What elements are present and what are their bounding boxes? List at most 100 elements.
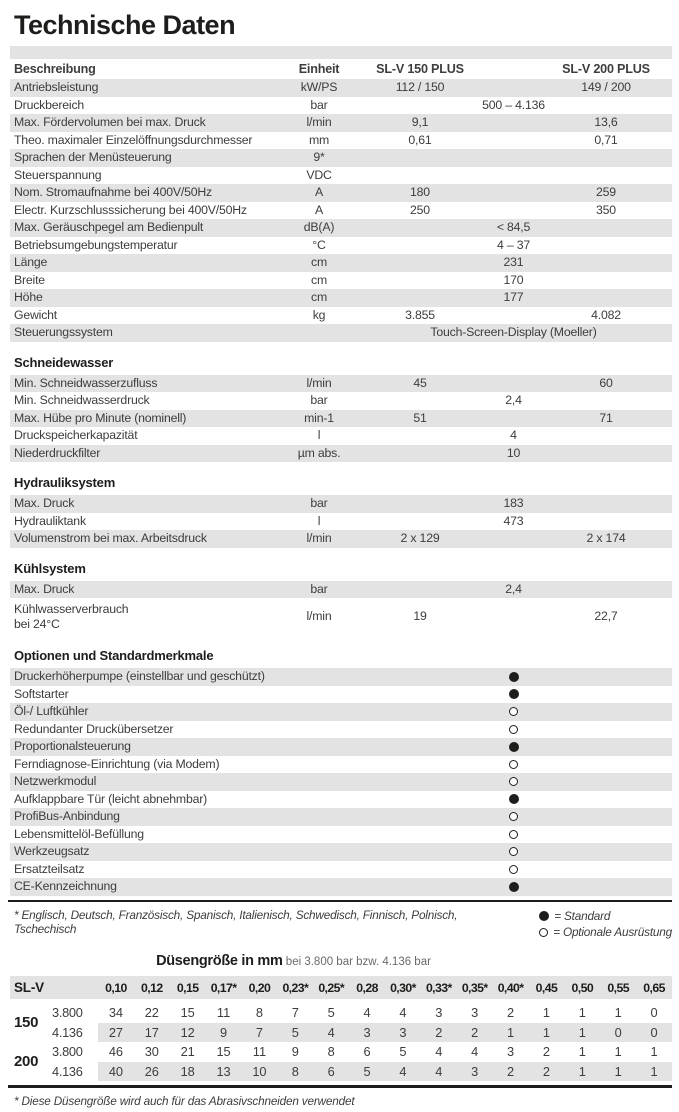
nozzle-value-cell: 3 [471, 1063, 479, 1079]
option-row: Öl-/ Luftkühler [10, 703, 672, 721]
unit-cell: bar [310, 496, 328, 511]
nozzle-value-cell: 4 [435, 1044, 443, 1060]
option-label: Redundanter Druckübersetzer [14, 721, 174, 736]
nozzle-value-cell: 15 [180, 1005, 195, 1021]
nozzle-row: 4.136 27 17 12 9 7 5 4 3 3 2 2 1 1 1 0 0 [52, 1022, 672, 1042]
value-150-cell: 45 [413, 375, 427, 390]
table-top-band [10, 46, 672, 59]
row-label: Höhe [14, 290, 43, 305]
nozzle-value-cell: 15 [216, 1044, 231, 1060]
technical-table: Beschreibung Einheit SL-V 150 PLUS SL-V … [10, 46, 672, 896]
dot-glyph [509, 864, 518, 874]
table-body: Antriebsleistung kW/PS 112 / 150 149 / 200 D… [10, 79, 672, 896]
nozzle-value-cell: 4 [363, 1005, 371, 1021]
nozzle-title-subtitle: bei 3.800 bar bzw. 4.136 bar [285, 956, 431, 968]
nozzle-size-header: 0,55 [607, 980, 629, 995]
value-150-cell: 180 [410, 185, 430, 200]
nozzle-value-cell: 2 [542, 1044, 550, 1060]
section-title: Kühlsystem [14, 560, 86, 576]
nozzle-value-cell: 9 [220, 1024, 228, 1040]
table-row: Electr. Kurzschlusssicherung bei 400V/50… [10, 202, 672, 220]
nozzle-size-header: 0,65 [643, 980, 665, 995]
nozzle-value-cell: 46 [108, 1044, 124, 1060]
row-label: Druckspeicherkapazität [14, 428, 138, 443]
dot-glyph [508, 741, 519, 752]
nozzle-size-header: 0,12 [141, 980, 163, 995]
legend-standard-line: = Standard [539, 908, 672, 924]
option-label: Ferndiagnose-Einrichtung (via Modem) [14, 756, 220, 771]
row-label: Kühlwasserverbrauch bei 24°C [14, 601, 129, 631]
optional-dot-icon [355, 724, 672, 734]
row-label: Max. Fördervolumen bei max. Druck [14, 115, 206, 130]
table-row: Max. Druck bar 183 [10, 495, 672, 513]
option-label: Aufklappbare Tür (leicht abnehmbar) [14, 791, 208, 806]
row-label: Theo. maximaler Einzelöffnungsdurchmesse… [14, 132, 253, 147]
nozzle-value-cell: 2 [435, 1024, 443, 1040]
table-row: Max. Fördervolumen bei max. Druck l/min 9,… [10, 114, 672, 132]
nozzle-table-title: Düsengröße in mm bei 3.800 bar bzw. 4.13… [10, 953, 672, 969]
table-row: Volumenstrom bei max. Arbeitsdruck l/min 2… [10, 530, 672, 548]
nozzle-size-header: 0,23* [282, 980, 309, 995]
nozzle-size-header: 0,10 [105, 980, 127, 995]
option-label: Druckerhöherpumpe (einstellbar und gesch… [14, 669, 265, 684]
optional-dot-icon [355, 707, 672, 717]
dot-glyph [509, 759, 518, 769]
nozzle-value-cell: 5 [399, 1044, 407, 1060]
nozzle-value-cell: 3 [471, 1005, 479, 1021]
nozzle-value-cell: 4 [471, 1044, 479, 1060]
table-row: Betriebsumgebungstemperatur °C 4 – 37 [10, 237, 672, 255]
option-row: Proportionalsteuerung [10, 738, 672, 756]
value-span-cell: < 84,5 [496, 220, 531, 235]
nozzle-value-cell: 27 [108, 1024, 124, 1040]
row-label: Länge [14, 255, 48, 270]
value-200-cell: 2 x 174 [586, 531, 626, 546]
optional-dot-icon [539, 927, 549, 937]
dot-glyph [509, 847, 518, 857]
table-row: Steuerungssystem Touch-Screen-Display (Mo… [10, 324, 672, 342]
value-200-cell: 71 [599, 410, 613, 425]
optional-dot-icon [355, 812, 672, 822]
table-row: Min. Schneidwasserzufluss l/min 45 60 [10, 374, 672, 392]
table-row: Niederdruckfilter µm abs. 10 [10, 444, 672, 462]
nozzle-model-rows: 3.800 46 30 21 15 11 9 8 6 5 4 4 3 2 1 1 1 4.136 40 26 18 13 1… [52, 1042, 672, 1081]
option-label: ProfiBus-Anbindung [14, 809, 120, 824]
nozzle-size-header: 0,30* [390, 980, 416, 995]
nozzle-model-group: 200 3.800 46 30 21 15 11 9 8 6 5 4 4 3 2 1 1 1 4.136 40 26 18… [10, 1042, 672, 1081]
nozzle-value-cell: 1 [650, 1044, 658, 1060]
option-row: ProfiBus-Anbindung [10, 808, 672, 826]
row-label: Antriebsleistung [14, 80, 99, 95]
section-title: Schneidewasser [14, 354, 114, 370]
optional-dot-icon [355, 864, 672, 874]
option-row: Lebensmittelöl-Befüllung [10, 826, 672, 844]
dot-glyph [509, 829, 518, 839]
unit-cell: l [317, 513, 321, 528]
nozzle-size-header: 0,15 [176, 980, 199, 995]
nozzle-value-cell: 12 [180, 1024, 195, 1040]
dot-glyph [509, 777, 518, 787]
value-150-cell: 19 [413, 609, 427, 623]
nozzle-model-label: 150 [14, 1014, 39, 1031]
value-span-cell: 2,4 [505, 393, 522, 408]
value-150-cell: 3.855 [405, 307, 435, 322]
nozzle-value-cell: 1 [578, 1024, 586, 1040]
value-200-cell: 0,71 [594, 132, 618, 147]
standard-dot-icon [355, 689, 672, 700]
value-150-cell: 2 x 129 [400, 531, 440, 546]
unit-cell: °C [312, 237, 326, 252]
divider-rule-bottom [8, 1085, 672, 1088]
nozzle-value-cell: 0 [650, 1024, 658, 1040]
unit-cell: l/min [306, 375, 332, 390]
table-row: Max. Druck bar 2,4 [10, 580, 672, 598]
value-span-cell: 2,4 [505, 581, 522, 596]
option-row: CE-Kennzeichnung [10, 878, 672, 896]
table-row: Hydrauliktank l 473 [10, 513, 672, 531]
page-title: Technische Daten [14, 10, 236, 40]
nozzle-value-cell: 5 [291, 1024, 299, 1040]
nozzle-value-cell: 1 [507, 1024, 515, 1040]
table-row: Druckspeicherkapazität l 4 [10, 427, 672, 445]
table-row: Max. Geräuschpegel am Bedienpult dB(A) < 8… [10, 219, 672, 237]
table-row: Min. Schneidwasserdruck bar 2,4 [10, 392, 672, 410]
table-row: Breite cm 170 [10, 272, 672, 290]
nozzle-value-cell: 1 [542, 1024, 550, 1040]
value-150-cell: 51 [413, 410, 427, 425]
